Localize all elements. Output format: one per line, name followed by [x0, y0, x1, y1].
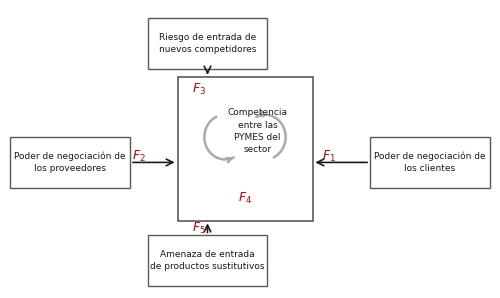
Text: Poder de negociación de
los proveedores: Poder de negociación de los proveedores	[14, 152, 126, 173]
Text: Competencia
entre las
PYMES del
sector: Competencia entre las PYMES del sector	[228, 108, 288, 154]
FancyBboxPatch shape	[10, 137, 130, 188]
FancyBboxPatch shape	[178, 77, 312, 221]
Text: Riesgo de entrada de
nuevos competidores: Riesgo de entrada de nuevos competidores	[159, 33, 256, 54]
Text: $F_2$: $F_2$	[132, 149, 146, 164]
FancyBboxPatch shape	[148, 18, 268, 69]
Text: Poder de negociación de
los clientes: Poder de negociación de los clientes	[374, 152, 486, 173]
FancyBboxPatch shape	[370, 137, 490, 188]
Text: $F_4$: $F_4$	[238, 191, 252, 206]
FancyBboxPatch shape	[148, 235, 268, 286]
Text: Amenaza de entrada
de productos sustitutivos: Amenaza de entrada de productos sustitut…	[150, 250, 265, 271]
Text: $F_1$: $F_1$	[322, 149, 336, 164]
Text: $F_5$: $F_5$	[192, 221, 206, 235]
Text: $F_3$: $F_3$	[192, 82, 206, 97]
